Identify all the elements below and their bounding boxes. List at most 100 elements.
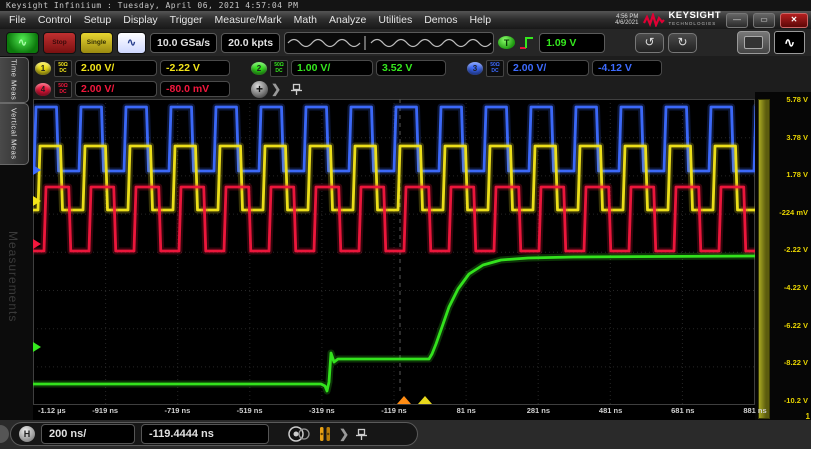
channel-2-controls: 2 50Ω DC 1.00 V/3.52 V: [251, 59, 446, 77]
scale-channel-indicator: 1: [805, 412, 810, 421]
minimize-button[interactable]: —: [726, 12, 748, 28]
channel-3-controls: 3 50Ω DC 2.00 V/-4.12 V: [467, 59, 662, 77]
time-axis-label: -919 ns: [92, 406, 119, 415]
menu-bar: File Control Setup Display Trigger Measure/Ma…: [0, 11, 811, 29]
trigger-source-icon[interactable]: T: [498, 36, 516, 49]
channel-4-icon[interactable]: 4: [35, 82, 51, 96]
channel-3-scale-field[interactable]: 2.00 V/: [507, 60, 589, 76]
timebase-field[interactable]: 200 ns/: [41, 424, 135, 444]
menu-item-demos[interactable]: Demos: [424, 14, 458, 26]
expand-chevron-icon[interactable]: ❯: [339, 427, 350, 441]
volt-scale-label: 3.78 V: [786, 132, 808, 142]
channel-3-offset-field[interactable]: -4.12 V: [592, 60, 662, 76]
channel-1-icon[interactable]: 1: [35, 61, 51, 75]
time-axis-label: -519 ns: [236, 406, 263, 415]
menu-item-trigger[interactable]: Trigger: [169, 14, 203, 26]
channel-2-coupling-badge[interactable]: 50Ω DC: [270, 59, 288, 77]
horizontal-bar: H 200 ns/ -119.4444 ns ❯: [0, 420, 811, 449]
tab-vertical-meas[interactable]: Vertical Meas: [0, 103, 29, 165]
channel-bar: 1 50Ω DC 2.00 V/-2.22 V 2 50Ω DC 1.00 V/3.52 V…: [33, 56, 811, 99]
menu-items: File Control Setup Display Trigger Measure/Ma…: [0, 13, 496, 27]
volt-scale-label: -2.22 V: [783, 245, 808, 255]
channel-4-offset-field[interactable]: -80.0 mV: [160, 81, 230, 97]
channel-4-controls: 4 50Ω DC 2.00 V/-80.0 mV: [35, 80, 230, 98]
menu-item-analyze[interactable]: Analyze: [329, 14, 367, 26]
channel-2-offset-field[interactable]: 3.52 V: [376, 60, 446, 76]
title-bar: Keysight Infiniium : Tuesday, April 06, …: [0, 0, 811, 11]
volt-scale-label: -10.2 V: [783, 395, 808, 405]
time-axis-labels: -1.12 µs -919 ns -719 ns -519 ns -319 ns -119…: [0, 404, 811, 418]
pin-icon[interactable]: [290, 83, 303, 96]
single-button[interactable]: Single: [80, 31, 113, 54]
menu-item-help[interactable]: Help: [469, 14, 492, 26]
channel-1-coupling-badge[interactable]: 50Ω DC: [54, 59, 72, 77]
time-axis-label: 481 ns: [598, 406, 623, 415]
volt-scale-label: 5.78 V: [786, 95, 808, 104]
channel-1-offset-field[interactable]: -2.22 V: [160, 60, 230, 76]
autoscale-button[interactable]: ∿: [117, 31, 146, 54]
h-position-field[interactable]: -119.4444 ns: [141, 424, 269, 444]
time-axis-label: -1.12 µs: [38, 406, 66, 415]
clock-time: 4:56 PM: [616, 14, 639, 20]
trigger-level-field[interactable]: 1.09 V: [539, 32, 606, 53]
channel-4-scale-field[interactable]: 2.00 V/: [75, 81, 157, 97]
time-axis-label: 81 ns: [456, 406, 476, 415]
rising-edge-icon: [520, 36, 534, 49]
run-button[interactable]: ∿: [6, 31, 39, 54]
channel-3-icon[interactable]: 3: [467, 61, 483, 75]
tab-time-meas[interactable]: Time Meas: [0, 57, 29, 103]
waveform-position-widget[interactable]: [284, 31, 495, 54]
channel-4-coupling-badge[interactable]: 50Ω DC: [54, 80, 72, 98]
time-axis-label: -719 ns: [164, 406, 191, 415]
sample-rate-field[interactable]: 10.0 GSa/s: [150, 32, 218, 53]
brand-sub: TECHNOLOGIES: [668, 21, 717, 26]
close-button[interactable]: ✕: [780, 12, 808, 28]
keysight-spark-icon: [643, 13, 666, 27]
expand-chevron-icon[interactable]: ❯: [271, 82, 282, 96]
markers-icon[interactable]: [317, 425, 333, 443]
horizontal-icon[interactable]: H: [19, 426, 35, 442]
channel-2-scale-field[interactable]: 1.00 V/: [291, 60, 373, 76]
time-axis-label: 281 ns: [526, 406, 551, 415]
volt-scale-label: 1.78 V: [786, 170, 808, 180]
menu-item-measure-mark[interactable]: Measure/Mark: [214, 14, 282, 26]
undo-button[interactable]: ↺: [635, 32, 665, 53]
menu-item-math[interactable]: Math: [293, 14, 317, 26]
maximize-button[interactable]: ▭: [753, 12, 775, 28]
channel-3-coupling-badge[interactable]: 50Ω DC: [486, 59, 504, 77]
volt-scale-label: -4.22 V: [783, 283, 808, 292]
time-axis-label: -319 ns: [308, 406, 335, 415]
clock: 4:56 PM 4/6/2021: [615, 14, 638, 26]
menu-item-control[interactable]: Control: [37, 14, 72, 26]
waveform-graph: [33, 99, 755, 405]
time-axis-label: -119 ns: [381, 406, 407, 415]
channel-2-icon[interactable]: 2: [251, 61, 267, 75]
time-axis-label: 681 ns: [671, 406, 695, 415]
waveform-display: [33, 99, 755, 418]
left-sidebar: Time Meas Vertical Meas Measurements: [0, 56, 33, 448]
zoom-mode-icon[interactable]: [287, 425, 311, 443]
memory-depth-field[interactable]: 20.0 kpts: [221, 32, 281, 53]
screen-icon: [744, 36, 764, 49]
redo-button[interactable]: ↻: [668, 32, 698, 53]
horizontal-controls: H 200 ns/ -119.4444 ns ❯: [10, 422, 418, 446]
channel-1-scale-field[interactable]: 2.00 V/: [75, 60, 157, 76]
channel-1-scale-bar[interactable]: [758, 99, 770, 419]
menu-item-setup[interactable]: Setup: [83, 14, 112, 26]
display-button[interactable]: [737, 31, 771, 54]
panel-handle[interactable]: [0, 425, 9, 443]
brand-name: KEYSIGHT: [668, 10, 721, 21]
time-axis-label: 881 ns: [743, 406, 767, 415]
add-waveform-button[interactable]: +: [251, 80, 268, 98]
pin-icon[interactable]: [355, 428, 368, 441]
menu-item-file[interactable]: File: [9, 14, 26, 26]
menu-item-utilities[interactable]: Utilities: [378, 14, 413, 26]
toolbar: ∿ Stop Single ∿ 10.0 GSa/s 20.0 kpts T 1…: [0, 29, 811, 56]
measurements-watermark: Measurements: [6, 231, 20, 323]
channel-1-controls: 1 50Ω DC 2.00 V/-2.22 V: [35, 59, 230, 77]
waveform-view-button[interactable]: ∿: [774, 31, 806, 54]
stop-button[interactable]: Stop: [43, 31, 76, 54]
menu-item-display[interactable]: Display: [123, 14, 158, 26]
